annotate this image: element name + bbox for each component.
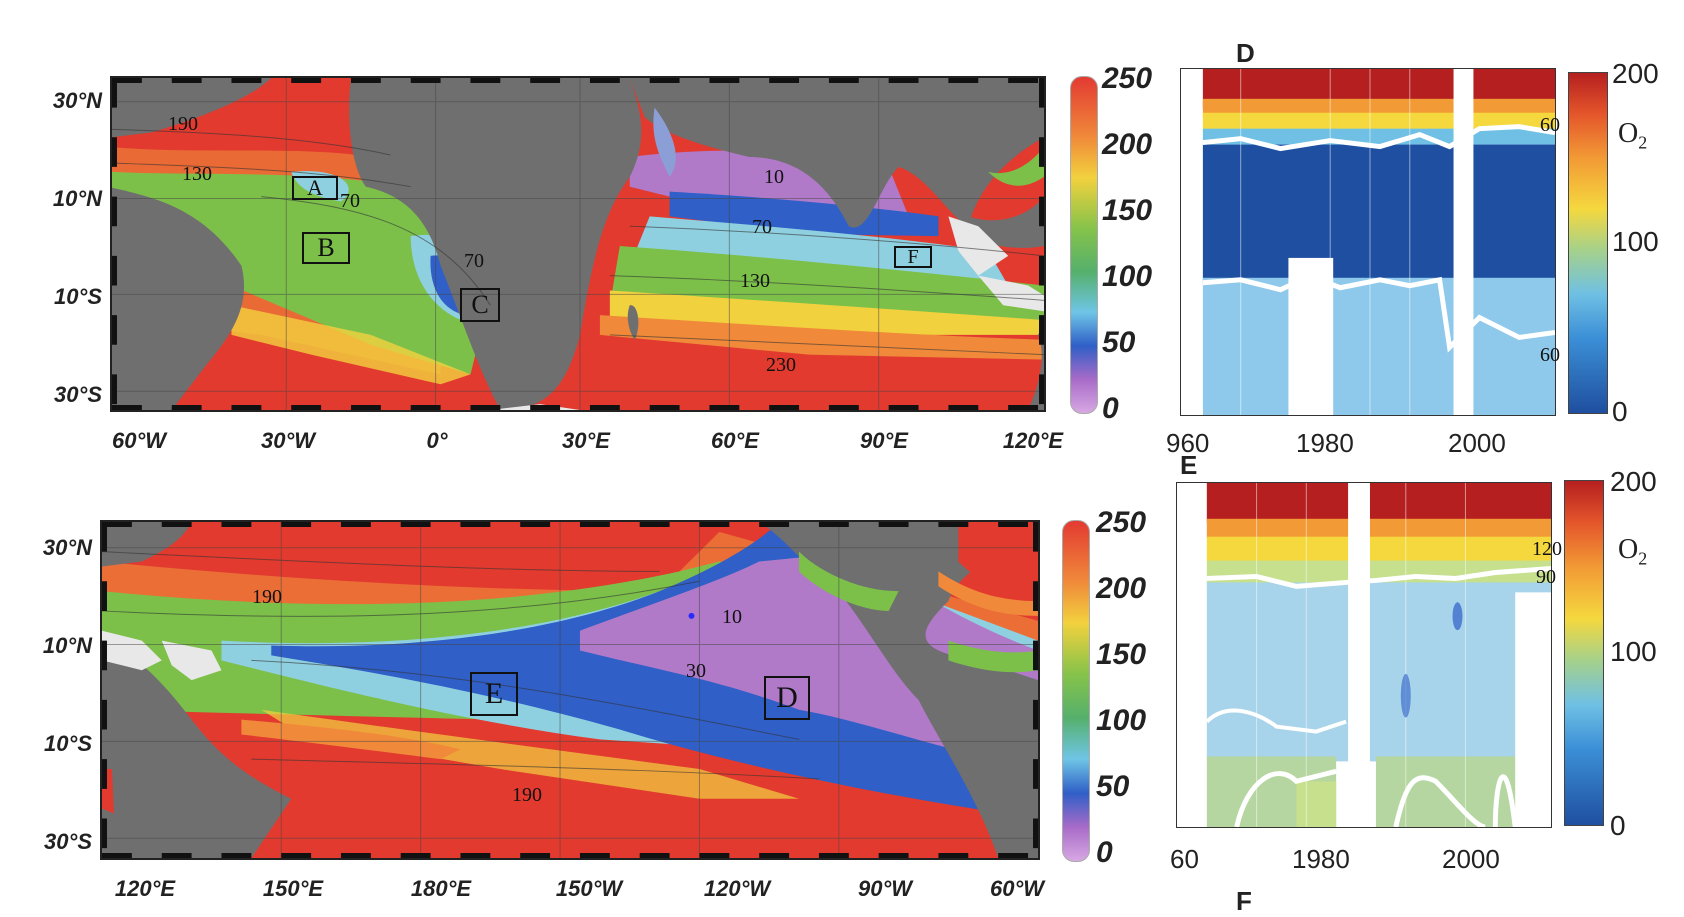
contour-label: 30 xyxy=(686,660,706,682)
region-box-b: B xyxy=(302,232,350,264)
colorbar-tick: 50 xyxy=(1102,326,1136,359)
year-label: 1980 xyxy=(1292,844,1350,874)
lon-label: 120°E xyxy=(1002,428,1064,453)
colorbar-tick: 150 xyxy=(1102,194,1153,227)
region-label: D xyxy=(776,681,798,714)
lat-label-10n: 10°N xyxy=(52,186,102,211)
contour-label: 130 xyxy=(740,270,770,292)
colorbar-tick: 200 xyxy=(1610,466,1657,497)
region-box-f: F xyxy=(894,246,932,268)
timeseries-d-graphic xyxy=(1181,69,1555,415)
lat-label-30n: 30°N xyxy=(52,88,102,113)
region-label: F xyxy=(907,245,919,268)
colorbar-tick: 0 xyxy=(1610,810,1626,841)
lat-label-10s: 10°S xyxy=(44,731,92,756)
colorbar-tick: 0 xyxy=(1612,396,1628,427)
lat-label-10s: 10°S xyxy=(54,284,102,309)
region-label: C xyxy=(471,290,489,319)
oxygen-colorbar xyxy=(1070,76,1098,414)
lon-label: 90°E xyxy=(860,428,908,453)
contour-label: 190 xyxy=(168,113,198,135)
oxygen-colorbar xyxy=(1062,520,1090,862)
contour-label: 10 xyxy=(764,166,784,188)
region-label: B xyxy=(317,233,335,262)
contour-label: 70 xyxy=(340,190,360,212)
o2-label-subscript: 2 xyxy=(1638,132,1648,153)
colorbar-tick: 150 xyxy=(1096,638,1147,671)
lat-label-10n: 10°N xyxy=(42,633,92,658)
pacific-map: 190 10 30 190 E D xyxy=(100,520,1040,860)
contour-label: 60 xyxy=(1540,344,1560,366)
timeseries-e-plot xyxy=(1176,482,1552,828)
panel-letter-f: F xyxy=(1236,886,1252,916)
o2-label-text: O xyxy=(1618,118,1639,149)
contour-label: 130 xyxy=(182,163,212,185)
colorbar-tick: 200 xyxy=(1102,128,1153,161)
colorbar-tick: 50 xyxy=(1096,770,1130,803)
colorbar-tick: 200 xyxy=(1096,572,1147,605)
o2-colorbar xyxy=(1568,72,1608,414)
o2-label-subscript: 2 xyxy=(1638,548,1648,569)
contour-label: 90 xyxy=(1536,566,1556,588)
lon-label: 90°W xyxy=(857,876,913,901)
lat-label-30s: 30°S xyxy=(54,382,102,407)
pacific-map-graphic xyxy=(102,522,1038,858)
atlantic-indian-map: 190 130 70 70 10 70 130 230 A B C F xyxy=(110,76,1046,412)
year-label: 960 xyxy=(1166,428,1210,458)
colorbar-tick: 100 xyxy=(1102,260,1153,293)
contour-label: 120 xyxy=(1532,538,1562,560)
lon-label: 150°E xyxy=(262,876,324,901)
year-label: 1980 xyxy=(1296,428,1354,458)
lon-label: 60°W xyxy=(989,876,1045,901)
region-label: A xyxy=(307,175,323,200)
contour-label: 70 xyxy=(752,216,772,238)
colorbar-tick: 100 xyxy=(1096,704,1147,737)
panel-letter-d: D xyxy=(1236,38,1255,68)
year-label: 60 xyxy=(1170,844,1199,874)
lat-label-30s: 30°S xyxy=(44,829,92,854)
region-box-c: C xyxy=(460,288,500,322)
contour-label: 70 xyxy=(464,250,484,272)
lon-label: 30°E xyxy=(562,428,610,453)
year-label: 2000 xyxy=(1442,844,1500,874)
contour-label: 190 xyxy=(512,784,542,806)
colorbar-tick: 0 xyxy=(1096,836,1113,869)
region-label: E xyxy=(484,677,504,710)
lat-label-30n: 30°N xyxy=(42,535,92,560)
colorbar-tick: 250 xyxy=(1096,506,1147,539)
timeseries-e-graphic xyxy=(1177,483,1551,827)
region-box-d: D xyxy=(764,676,810,720)
timeseries-d-plot xyxy=(1180,68,1556,416)
o2-colorbar xyxy=(1564,480,1604,826)
atlantic-indian-map-graphic xyxy=(112,78,1044,410)
lon-label: 30°W xyxy=(260,428,316,453)
o2-label: O2 xyxy=(1618,118,1647,154)
contour-label: 190 xyxy=(252,586,282,608)
region-box-e: E xyxy=(470,672,518,716)
lon-label: 60°W xyxy=(111,428,167,453)
colorbar-tick: 200 xyxy=(1612,58,1659,89)
region-box-a: A xyxy=(292,175,338,200)
colorbar-tick: 0 xyxy=(1102,392,1119,425)
lon-label: 0° xyxy=(426,428,448,453)
o2-label-text: O xyxy=(1618,534,1639,565)
colorbar-tick: 100 xyxy=(1612,226,1659,257)
contour-label: 10 xyxy=(722,606,742,628)
lon-label: 120°W xyxy=(703,876,771,901)
lon-label: 120°E xyxy=(114,876,176,901)
contour-label: 60 xyxy=(1540,114,1560,136)
o2-label: O2 xyxy=(1618,534,1647,570)
contour-label: 230 xyxy=(766,354,796,376)
lon-label: 60°E xyxy=(711,428,759,453)
colorbar-tick: 250 xyxy=(1102,62,1153,95)
lon-label: 180°E xyxy=(410,876,472,901)
year-label: 2000 xyxy=(1448,428,1506,458)
lon-label: 150°W xyxy=(555,876,623,901)
panel-letter-e: E xyxy=(1180,450,1198,480)
colorbar-tick: 100 xyxy=(1610,636,1657,667)
